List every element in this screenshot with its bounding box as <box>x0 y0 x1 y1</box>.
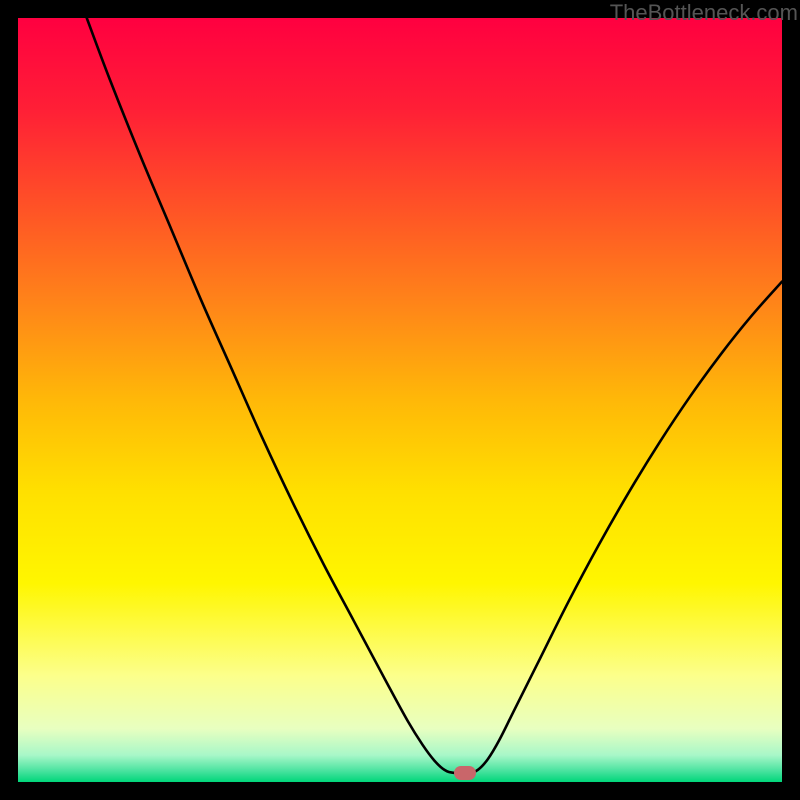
bottleneck-curve <box>18 18 782 782</box>
chart-frame: TheBottleneck.com <box>0 0 800 800</box>
watermark-text: TheBottleneck.com <box>610 0 798 26</box>
plot-area <box>18 18 782 782</box>
optimal-point-marker <box>454 766 476 780</box>
